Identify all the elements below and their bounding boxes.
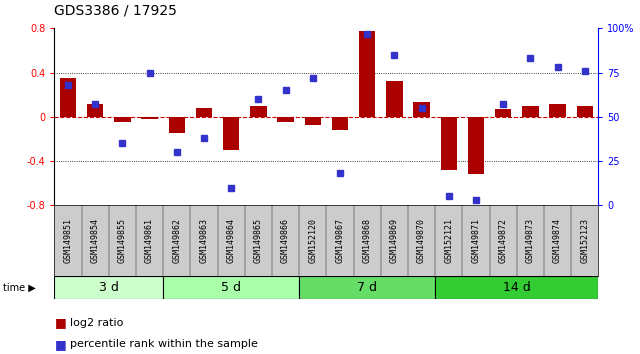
Bar xyxy=(495,109,511,117)
Bar xyxy=(468,117,484,175)
Text: GSM152120: GSM152120 xyxy=(308,218,317,263)
Text: ■: ■ xyxy=(54,316,66,329)
Text: GSM149867: GSM149867 xyxy=(335,218,344,263)
Text: GSM152123: GSM152123 xyxy=(580,218,589,263)
Text: GSM149863: GSM149863 xyxy=(200,218,209,263)
Bar xyxy=(300,276,435,299)
Bar xyxy=(550,104,566,117)
Text: GSM149854: GSM149854 xyxy=(91,218,100,263)
Bar xyxy=(441,117,457,170)
Bar xyxy=(141,117,158,119)
Text: GSM149869: GSM149869 xyxy=(390,218,399,263)
Text: GDS3386 / 17925: GDS3386 / 17925 xyxy=(54,4,177,18)
Text: GSM149865: GSM149865 xyxy=(254,218,263,263)
Bar xyxy=(115,117,131,122)
Bar xyxy=(387,81,403,117)
Bar xyxy=(169,117,185,133)
Text: ■: ■ xyxy=(54,338,66,350)
Text: time ▶: time ▶ xyxy=(3,282,36,293)
Bar xyxy=(522,106,539,117)
Bar xyxy=(332,117,348,130)
Text: GSM149872: GSM149872 xyxy=(499,218,508,263)
Text: percentile rank within the sample: percentile rank within the sample xyxy=(70,339,259,349)
Text: GSM149851: GSM149851 xyxy=(63,218,72,263)
Bar xyxy=(54,276,163,299)
Text: GSM149866: GSM149866 xyxy=(281,218,290,263)
Text: 14 d: 14 d xyxy=(503,281,531,294)
Text: GSM149864: GSM149864 xyxy=(227,218,236,263)
Bar xyxy=(250,106,267,117)
Bar xyxy=(577,106,593,117)
Bar xyxy=(278,117,294,122)
Text: 5 d: 5 d xyxy=(221,281,241,294)
Text: GSM149862: GSM149862 xyxy=(172,218,181,263)
Text: GSM152121: GSM152121 xyxy=(444,218,453,263)
Text: GSM149868: GSM149868 xyxy=(363,218,372,263)
Text: GSM149861: GSM149861 xyxy=(145,218,154,263)
Bar xyxy=(413,102,430,117)
Bar xyxy=(60,78,76,117)
Bar xyxy=(163,276,300,299)
Text: log2 ratio: log2 ratio xyxy=(70,318,124,328)
Bar xyxy=(359,30,376,117)
Text: GSM149874: GSM149874 xyxy=(553,218,562,263)
Text: 7 d: 7 d xyxy=(357,281,377,294)
Text: GSM149871: GSM149871 xyxy=(472,218,481,263)
Bar xyxy=(87,104,104,117)
Bar xyxy=(435,276,598,299)
Text: GSM149855: GSM149855 xyxy=(118,218,127,263)
Text: GSM149873: GSM149873 xyxy=(526,218,535,263)
Text: 3 d: 3 d xyxy=(99,281,119,294)
Text: GSM149870: GSM149870 xyxy=(417,218,426,263)
Bar xyxy=(196,108,212,117)
Bar xyxy=(305,117,321,125)
Bar xyxy=(223,117,239,150)
